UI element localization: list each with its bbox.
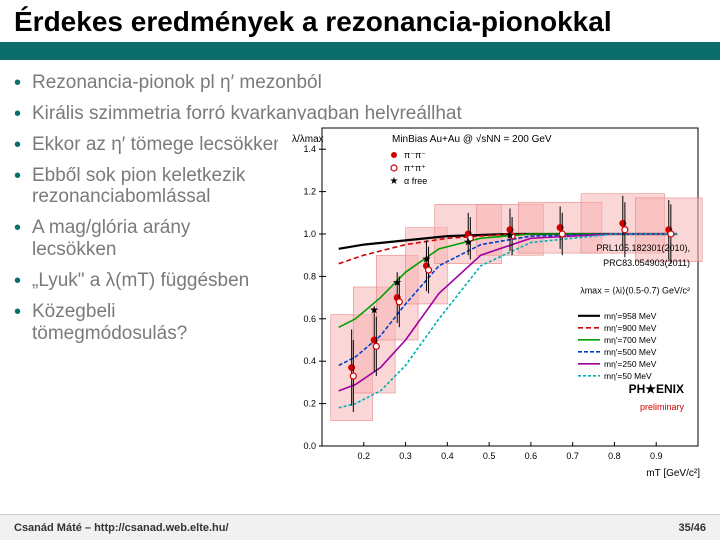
svg-text:mη′=500 MeV: mη′=500 MeV	[604, 347, 657, 357]
svg-text:0.5: 0.5	[483, 451, 496, 461]
svg-text:mη′=958 MeV: mη′=958 MeV	[604, 311, 657, 321]
svg-text:PH★ENIX: PH★ENIX	[629, 382, 684, 396]
svg-text:preliminary: preliminary	[640, 402, 685, 412]
svg-text:mT [GeV/c²]: mT [GeV/c²]	[646, 468, 700, 479]
svg-text:0.8: 0.8	[608, 451, 621, 461]
list-item: Rezonancia-pionok pl η′ mezonból	[14, 72, 706, 94]
svg-text:★: ★	[505, 230, 515, 242]
svg-text:0.6: 0.6	[525, 451, 538, 461]
svg-text:mη′=700 MeV: mη′=700 MeV	[604, 335, 657, 345]
svg-text:0.4: 0.4	[303, 356, 316, 366]
svg-text:0.2: 0.2	[358, 451, 371, 461]
svg-text:α free: α free	[404, 176, 427, 186]
svg-text:0.3: 0.3	[399, 451, 412, 461]
svg-text:0.9: 0.9	[650, 451, 663, 461]
svg-text:0.4: 0.4	[441, 451, 454, 461]
svg-text:★: ★	[392, 277, 402, 289]
svg-text:0.7: 0.7	[566, 451, 579, 461]
page-title: Érdekes eredmények a rezonancia-pionokka…	[14, 6, 706, 38]
svg-text:mη′=250 MeV: mη′=250 MeV	[604, 359, 657, 369]
bullet-text: „Lyuk" a λ(mT) függésben	[32, 270, 249, 291]
list-item: „Lyuk" a λ(mT) függésben	[14, 270, 254, 292]
svg-text:1.4: 1.4	[303, 144, 316, 154]
list-item: A mag/glória arány lecsökken	[14, 217, 254, 261]
svg-text:0.0: 0.0	[303, 441, 316, 451]
svg-text:PRC83.054903(2011): PRC83.054903(2011)	[603, 258, 690, 268]
svg-text:★: ★	[369, 304, 379, 316]
svg-text:λ/λmax: λ/λmax	[292, 134, 324, 145]
footer-author: Csanád Máté – http://csanad.web.elte.hu/	[14, 522, 229, 534]
svg-text:0.6: 0.6	[303, 314, 316, 324]
accent-bar	[0, 42, 720, 60]
chart: 0.0 0.2 0.4 0.6 0.8 1.0 1.2 1.4 0.2 0.3 0.4 0.5 0.6 0…	[278, 120, 710, 480]
svg-text:★: ★	[463, 236, 473, 248]
svg-text:π⁺π⁺: π⁺π⁺	[404, 163, 426, 173]
footer-page: 35/46	[678, 522, 706, 534]
svg-text:0.8: 0.8	[303, 271, 316, 281]
bullet-text: A mag/glória arány lecsökken	[32, 217, 190, 260]
svg-text:MinBias Au+Au @ √sNN = 200 GeV: MinBias Au+Au @ √sNN = 200 GeV	[392, 133, 552, 145]
chart-svg: 0.0 0.2 0.4 0.6 0.8 1.0 1.2 1.4 0.2 0.3 0.4 0.5 0.6 0…	[278, 120, 710, 480]
svg-text:mη′=50 MeV: mη′=50 MeV	[604, 371, 652, 381]
content-area: Rezonancia-pionok pl η′ mezonból Királis…	[0, 60, 720, 512]
bullet-text: Közegbeli tömegmódosulás?	[32, 301, 187, 344]
svg-text:mη′=900 MeV: mη′=900 MeV	[604, 323, 657, 333]
list-item: Közegbeli tömegmódosulás?	[14, 301, 254, 345]
svg-text:★: ★	[422, 253, 432, 265]
svg-text:1.2: 1.2	[303, 187, 316, 197]
svg-text:PRL105.182301(2010),: PRL105.182301(2010),	[596, 243, 690, 253]
footer: Csanád Máté – http://csanad.web.elte.hu/…	[0, 514, 720, 540]
bullet-text: Ekkor az η′ tömege lecsökken	[32, 134, 284, 155]
svg-text:π⁻π⁻: π⁻π⁻	[404, 150, 426, 160]
bullet-text: Ebből sok pion keletkezik rezonanciaboml…	[32, 165, 245, 208]
title-bar: Érdekes eredmények a rezonancia-pionokka…	[0, 0, 720, 42]
svg-text:1.0: 1.0	[303, 229, 316, 239]
svg-text:0.2: 0.2	[303, 399, 316, 409]
svg-text:λmax = ⟨λi⟩(0.5-0.7) GeV/c²: λmax = ⟨λi⟩(0.5-0.7) GeV/c²	[580, 285, 690, 295]
svg-text:★: ★	[390, 176, 399, 187]
list-item: Ebből sok pion keletkezik rezonanciaboml…	[14, 165, 254, 209]
